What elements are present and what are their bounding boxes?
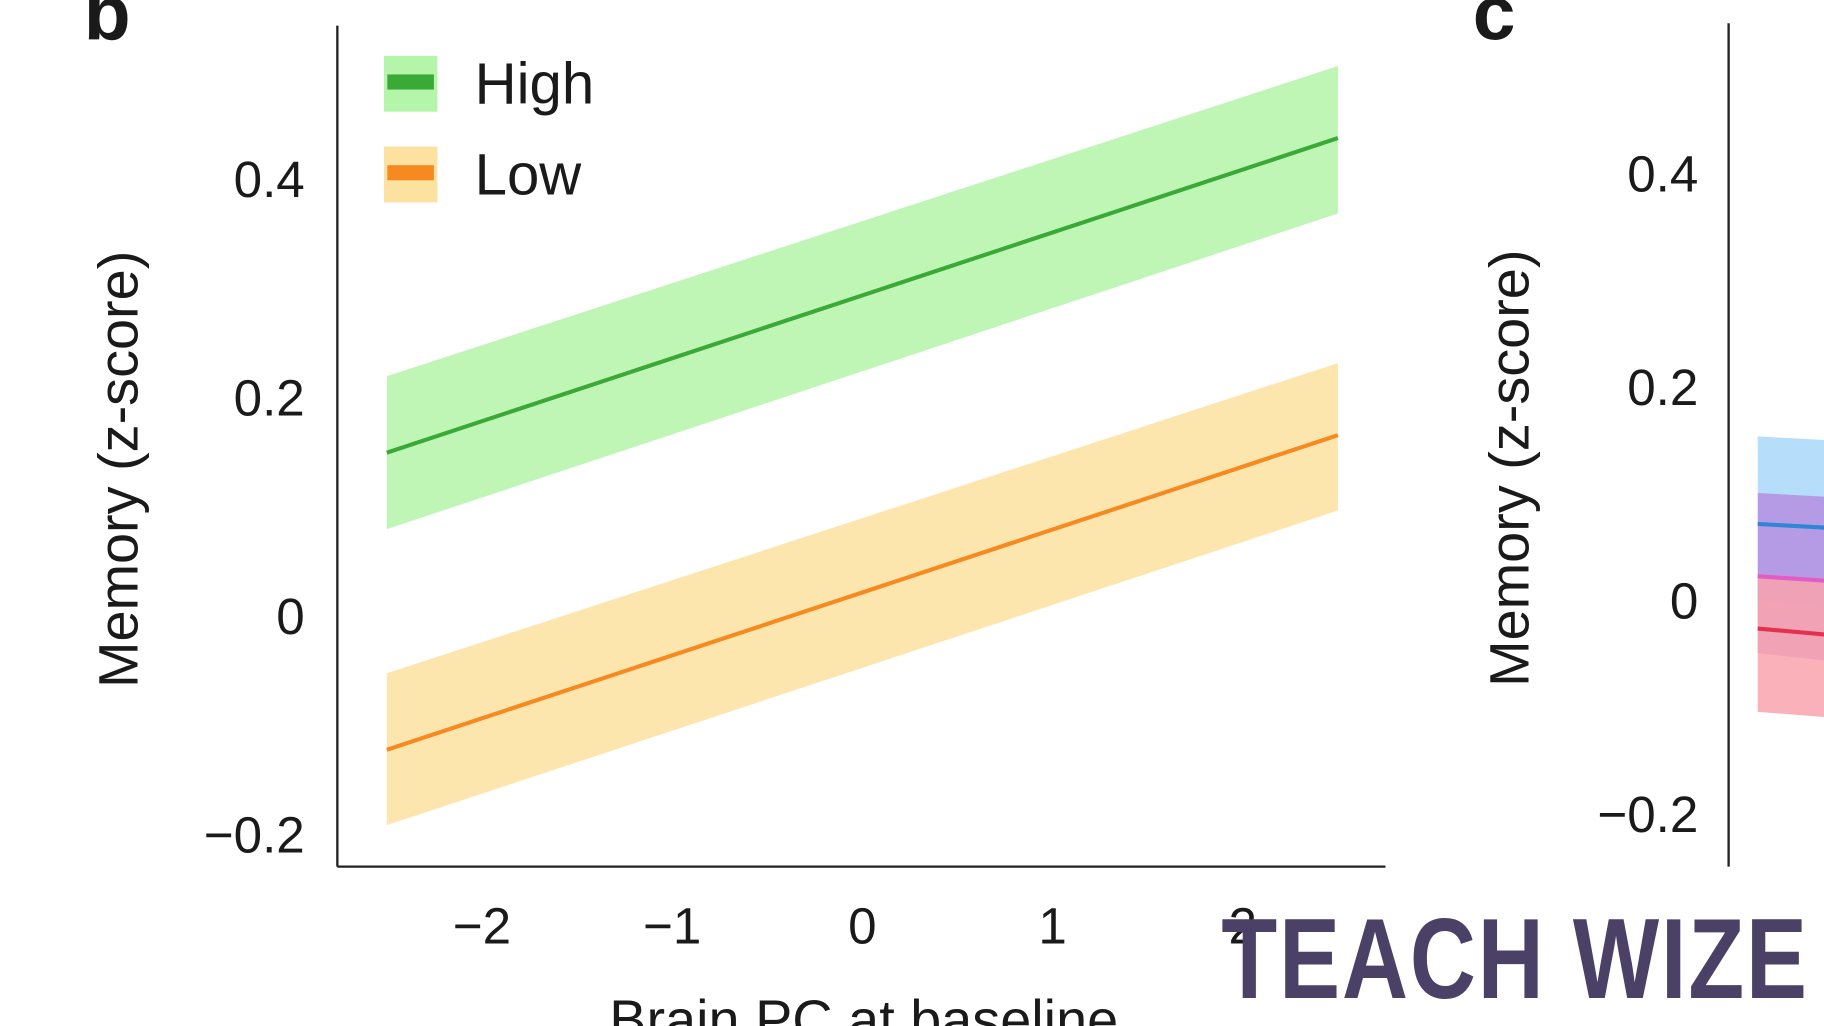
confidence-band bbox=[386, 66, 1338, 530]
watermark: TEACH WIZE bbox=[1221, 896, 1808, 1023]
legend-label: High bbox=[475, 52, 595, 117]
y-tick-label: 0 bbox=[1670, 572, 1698, 629]
x-tick-label: −1 bbox=[643, 897, 701, 954]
panel-label: b bbox=[84, 0, 131, 57]
regression-line bbox=[1757, 521, 1824, 530]
regression-line bbox=[1757, 574, 1824, 583]
x-tick-label: 2 bbox=[1229, 897, 1257, 954]
x-tick-label: 1 bbox=[1038, 897, 1066, 954]
confidence-band bbox=[1757, 578, 1824, 717]
regression-line bbox=[386, 433, 1339, 752]
y-tick-label: 0.4 bbox=[1627, 145, 1698, 202]
y-tick-label: −0.2 bbox=[1597, 786, 1698, 843]
legend-label: Low bbox=[475, 142, 583, 207]
regression-line bbox=[1757, 626, 1824, 637]
y-tick-label: 0.2 bbox=[1627, 359, 1698, 416]
panel-label: c bbox=[1473, 0, 1516, 57]
y-tick-label: 0.2 bbox=[234, 370, 305, 427]
x-tick-label: −2 bbox=[453, 897, 511, 954]
y-tick-label: −0.2 bbox=[204, 806, 305, 863]
legend-line bbox=[387, 165, 434, 181]
y-tick-label: 0 bbox=[276, 588, 304, 645]
panel: −0.2 0 0.2 0.4 −2 −1 0 1 2 Brain PC at baseline Me… bbox=[84, 0, 1386, 1026]
panel: −0.2 0 0.2 0.4 Memory (z-score) c bbox=[1473, 0, 1824, 867]
y-axis-title: Memory (z-score) bbox=[1478, 250, 1541, 687]
y-axis-title: Memory (z-score) bbox=[86, 251, 149, 688]
x-axis-title: Brain PC at baseline bbox=[609, 988, 1118, 1026]
x-tick-label: 0 bbox=[848, 897, 876, 954]
y-tick-label: 0.4 bbox=[234, 151, 305, 208]
regression-line bbox=[386, 136, 1339, 455]
legend-line bbox=[387, 74, 434, 90]
